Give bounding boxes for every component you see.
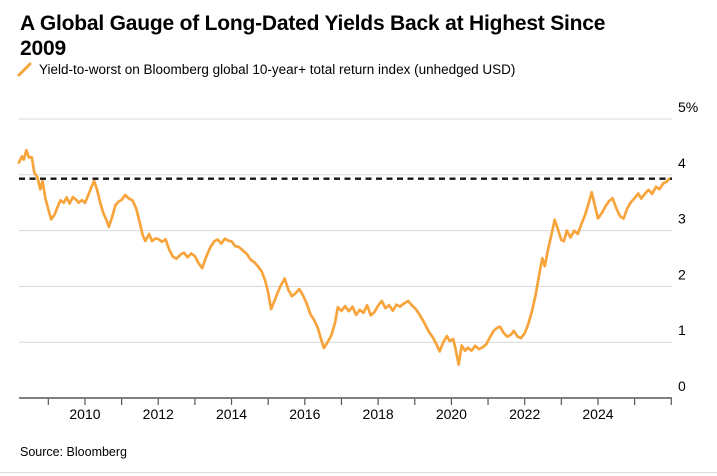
series-line-icon — [17, 62, 32, 77]
title-line-1: A Global Gauge of Long-Dated Yields Back… — [20, 12, 606, 35]
y-label-4: 4 — [678, 155, 686, 171]
x-label-2016: 2016 — [289, 406, 320, 422]
x-label-2014: 2014 — [216, 406, 247, 422]
legend: Yield-to-worst on Bloomberg global 10-ye… — [17, 62, 515, 77]
x-label-2024: 2024 — [582, 406, 613, 422]
yield-series-line — [17, 148, 671, 366]
bottom-divider — [0, 472, 717, 473]
legend-label: Yield-to-worst on Bloomberg global 10-ye… — [39, 62, 516, 77]
x-label-2010: 2010 — [69, 406, 100, 422]
x-label-2012: 2012 — [143, 406, 174, 422]
y-label-3: 3 — [678, 211, 686, 227]
title-line-2: 2009 — [20, 37, 66, 60]
y-label-0: 0 — [678, 378, 686, 394]
x-label-2018: 2018 — [363, 406, 394, 422]
source-note: Source: Bloomberg — [20, 445, 128, 459]
page-title: A Global Gauge of Long-Dated Yields Back… — [20, 11, 710, 61]
x-label-2020: 2020 — [436, 406, 467, 422]
x-label-2022: 2022 — [509, 406, 540, 422]
y-label-1: 1 — [678, 322, 686, 338]
y-label-5: 5% — [678, 99, 698, 115]
y-label-2: 2 — [678, 266, 686, 282]
